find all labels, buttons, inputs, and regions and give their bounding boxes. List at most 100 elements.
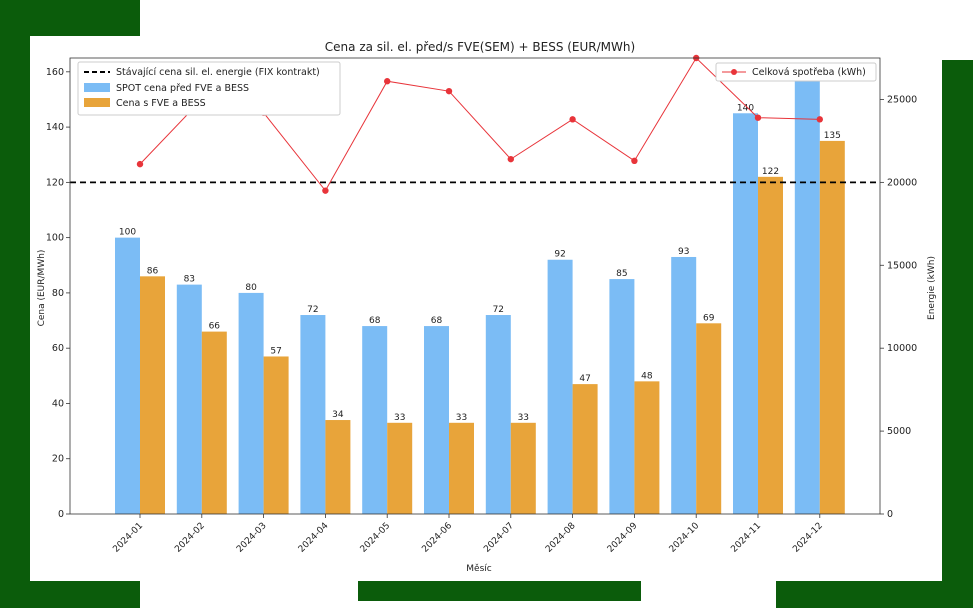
- consumption-point-2024-12: [816, 116, 823, 123]
- chart-panel: Cena za sil. el. před/s FVE(SEM) + BESS …: [30, 36, 942, 581]
- bar-fve-2024-09: [634, 381, 660, 514]
- bar-label-spot-2024-07: 72: [493, 305, 504, 315]
- x-tick-label-2024-09: 2024-09: [606, 521, 640, 555]
- consumption-point-2024-04: [322, 187, 329, 194]
- bar-label-fve-2024-11: 122: [762, 167, 779, 177]
- consumption-point-2024-11: [754, 114, 762, 121]
- bar-label-spot-2024-04: 72: [307, 305, 318, 315]
- bar-label-spot-2024-05: 68: [369, 316, 381, 326]
- frame-right: [942, 60, 973, 608]
- frame-left: [0, 36, 30, 608]
- bar-fve-2024-01: [140, 276, 165, 514]
- bar-fve-2024-05: [387, 422, 413, 514]
- legend-fve-label: Cena s FVE a BESS: [116, 98, 206, 109]
- legend-right: Celková spotřeba (kWh): [715, 62, 877, 82]
- bar-spot-2024-04: [300, 315, 326, 514]
- frame-bottom-middle: [358, 581, 641, 601]
- y2-tick-label-10000: 10000: [887, 343, 917, 354]
- plot-frame: [69, 57, 881, 515]
- y2-axis-label: Energie (kWh): [927, 256, 937, 320]
- bar-fve-2024-12: [819, 140, 845, 514]
- y-tick-label-0: 0: [58, 509, 64, 520]
- consumption-point-2024-01: [136, 160, 144, 168]
- bar-label-spot-2024-01: 100: [119, 228, 136, 238]
- bar-spot-2024-08: [547, 259, 573, 514]
- y-tick-label-60: 60: [52, 343, 64, 354]
- bar-spot-2024-11: [733, 113, 758, 514]
- bar-label-fve-2024-02: 66: [209, 322, 221, 332]
- bar-label-fve-2024-01: 86: [147, 266, 159, 276]
- y-tick-label-120: 120: [46, 177, 64, 188]
- bar-spot-2024-02: [176, 284, 202, 514]
- bar-label-fve-2024-03: 57: [270, 346, 281, 356]
- bar-spot-2024-07: [485, 315, 511, 514]
- x-tick-label-2024-06: 2024-06: [420, 521, 454, 555]
- x-tick-label-2024-05: 2024-05: [359, 521, 393, 555]
- bar-spot-2024-01: [115, 237, 140, 515]
- chart-title: Cena za sil. el. před/s FVE(SEM) + BESS …: [325, 40, 635, 54]
- bar-label-fve-2024-06: 33: [456, 413, 467, 423]
- bar-fve-2024-03: [263, 356, 289, 514]
- y-tick-label-140: 140: [46, 122, 64, 133]
- bar-fve-2024-08: [572, 384, 598, 514]
- bar-spot-2024-09: [609, 279, 635, 514]
- y2-tick-label-25000: 25000: [887, 94, 917, 105]
- legend-fix-label: Stávající cena sil. el. energie (FIX kon…: [116, 67, 320, 78]
- y-tick-label-20: 20: [52, 454, 64, 465]
- bar-fve-2024-07: [510, 422, 536, 514]
- bar-label-spot-2024-08: 92: [554, 250, 565, 260]
- y2-tick-label-15000: 15000: [887, 260, 917, 271]
- bar-spot-2024-03: [238, 292, 264, 514]
- consumption-point-2024-07: [507, 155, 514, 163]
- bar-fve-2024-02: [201, 331, 227, 514]
- legend-spot-label: SPOT cena před FVE a BESS: [116, 83, 249, 94]
- x-tick-label-2024-07: 2024-07: [482, 521, 516, 555]
- y2-tick-label-0: 0: [887, 509, 893, 520]
- bar-fve-2024-04: [325, 420, 351, 514]
- y-tick-label-40: 40: [52, 398, 64, 409]
- frame-top-left: [0, 0, 140, 36]
- y-tick-label-100: 100: [46, 233, 64, 244]
- x-tick-label-2024-11: 2024-11: [729, 521, 763, 555]
- bar-fve-2024-10: [696, 323, 722, 514]
- legend-right-box: [715, 62, 877, 82]
- bar-label-fve-2024-12: 135: [824, 131, 841, 141]
- y2-tick-label-20000: 20000: [887, 177, 917, 188]
- legend-left-box: [77, 61, 341, 116]
- bar-spot-2024-10: [671, 256, 697, 514]
- y-tick-label-160: 160: [46, 67, 64, 78]
- bar-spot-2024-12: [794, 77, 820, 514]
- bar-label-spot-2024-06: 68: [431, 316, 443, 326]
- bar-label-fve-2024-08: 47: [579, 374, 590, 384]
- y2-tick-label-5000: 5000: [887, 426, 911, 437]
- x-tick-label-2024-01: 2024-01: [111, 521, 145, 555]
- x-axis-label: Měsíc: [466, 564, 491, 574]
- bar-label-fve-2024-10: 69: [703, 313, 715, 323]
- bar-label-fve-2024-09: 48: [641, 371, 653, 381]
- consumption-point-2024-06: [445, 87, 453, 95]
- legend-spot-swatch: [84, 83, 110, 92]
- bar-label-spot-2024-03: 80: [245, 283, 257, 293]
- consumption-point-2024-08: [569, 116, 576, 123]
- y-tick-label-80: 80: [52, 288, 64, 299]
- x-tick-label-2024-04: 2024-04: [297, 521, 331, 555]
- bar-spot-2024-05: [362, 326, 388, 514]
- bar-label-spot-2024-09: 85: [616, 269, 627, 279]
- consumption-point-2024-05: [384, 78, 391, 85]
- bar-fve-2024-06: [449, 422, 474, 514]
- legend-fve-swatch: [84, 98, 110, 107]
- x-tick-label-2024-10: 2024-10: [668, 521, 702, 555]
- consumption-point-2024-09: [631, 157, 638, 165]
- bar-label-fve-2024-04: 34: [332, 410, 344, 420]
- x-tick-label-2024-03: 2024-03: [235, 521, 269, 555]
- y-axis-label: Cena (EUR/MWh): [37, 250, 47, 327]
- frame-bottom-left: [30, 581, 140, 608]
- bar-fve-2024-11: [758, 176, 783, 514]
- legend-consumption-marker: [731, 69, 737, 75]
- frame-bottom-right: [776, 581, 973, 608]
- bar-label-spot-2024-10: 93: [678, 247, 689, 257]
- legend-left: Stávající cena sil. el. energie (FIX kon…: [77, 61, 341, 116]
- bar-label-spot-2024-02: 83: [184, 275, 195, 285]
- x-tick-label-2024-12: 2024-12: [791, 521, 825, 555]
- bar-label-fve-2024-07: 33: [518, 413, 529, 423]
